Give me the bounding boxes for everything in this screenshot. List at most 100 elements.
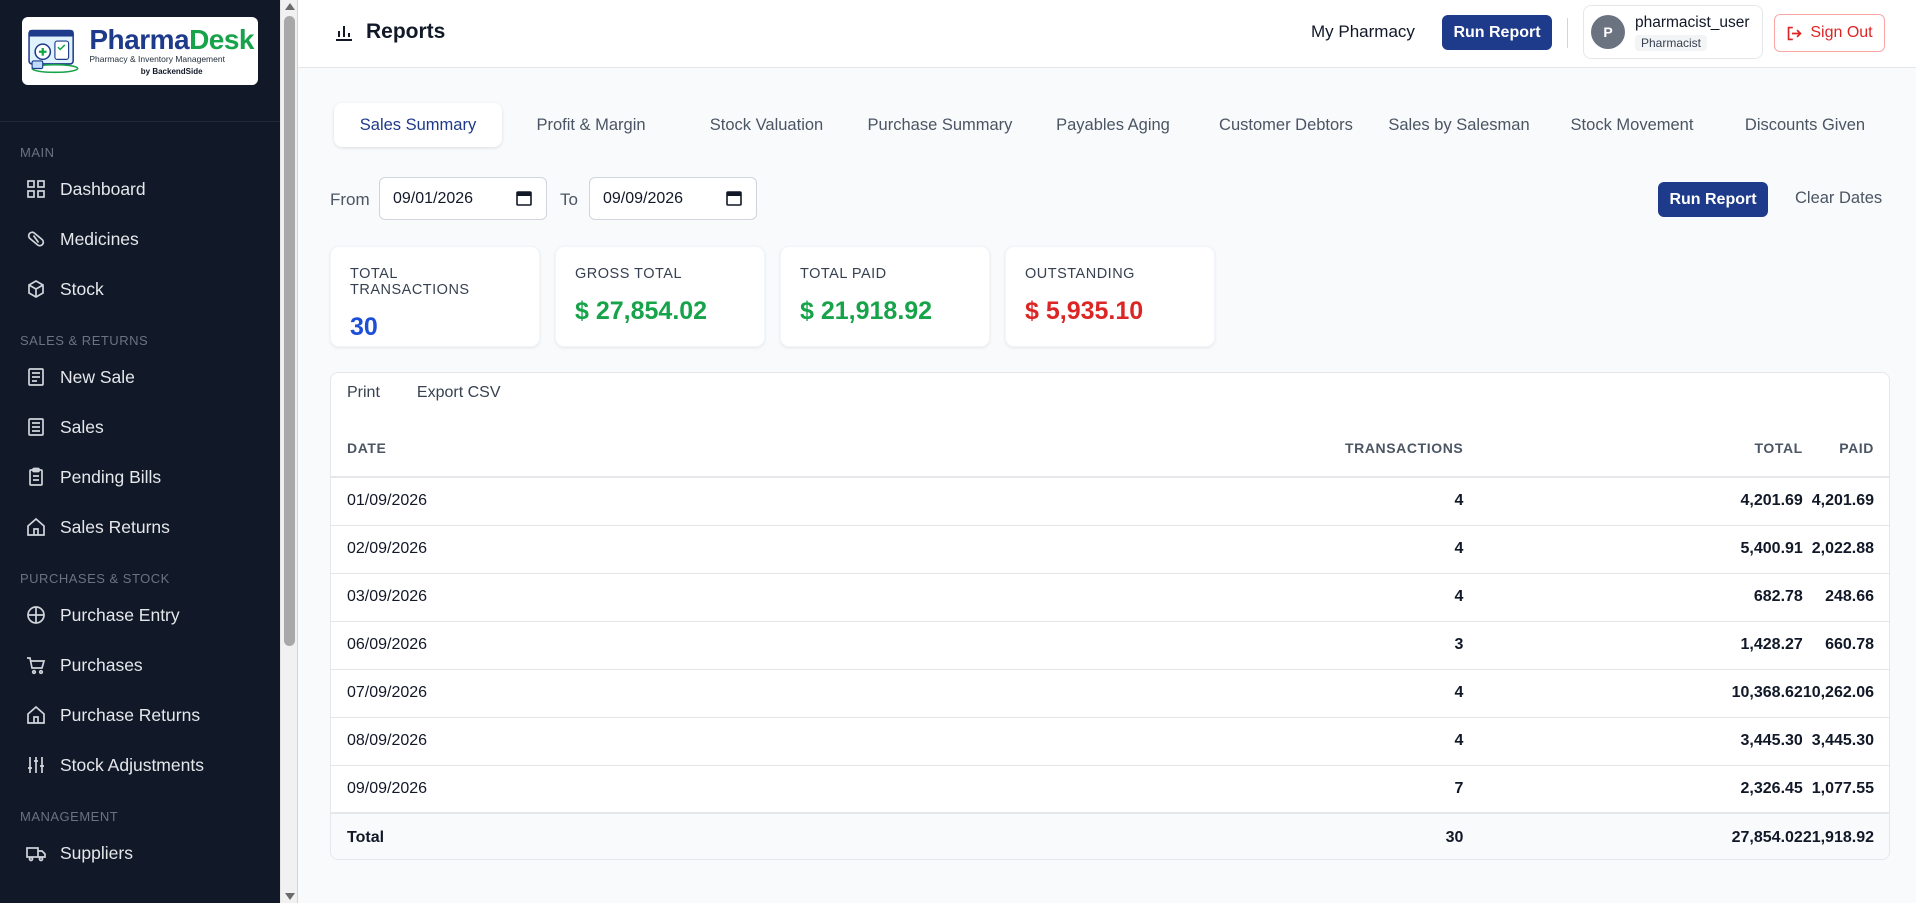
logo-subtitle: Pharmacy & Inventory Management: [89, 54, 225, 64]
cell-date: 06/09/2026: [331, 621, 911, 670]
scroll-down-arrow-icon[interactable]: [285, 893, 295, 900]
sign-out-button[interactable]: Sign Out: [1774, 14, 1885, 52]
stat-value: $ 27,854.02: [575, 297, 708, 325]
from-label: From: [330, 190, 370, 209]
clipboard-icon: [26, 467, 46, 487]
sales-summary-table: DATE TRANSACTIONS TOTAL PAID 01/09/2026 …: [331, 420, 1889, 859]
cell-date: 07/09/2026: [331, 669, 911, 718]
column-header-total[interactable]: TOTAL: [1463, 420, 1803, 478]
clear-dates-button[interactable]: Clear Dates: [1795, 189, 1883, 207]
home-icon: [26, 517, 46, 537]
column-header-date[interactable]: DATE: [331, 420, 911, 478]
cell-total: 5,400.91: [1463, 525, 1803, 574]
total-paid: 21,918.92: [1802, 812, 1889, 859]
table-row: 03/09/2026 4 682.78 248.66: [331, 573, 1889, 622]
user-role-badge: Pharmacist: [1635, 34, 1708, 51]
print-button[interactable]: Print: [347, 384, 380, 401]
document-icon: [26, 417, 46, 437]
sidebar-item-stock[interactable]: Stock: [0, 264, 280, 314]
sidebar-item-label: Stock: [60, 278, 104, 299]
tab-profit-margin[interactable]: Profit & Margin: [536, 115, 646, 134]
sidebar-item-stock-adjustments[interactable]: Stock Adjustments: [0, 740, 280, 790]
sidebar-item-pending-bills[interactable]: Pending Bills: [0, 452, 280, 502]
stat-card-gross-total: GROSS TOTAL $ 27,854.02: [555, 246, 765, 347]
cell-total: 10,368.62: [1463, 669, 1803, 718]
sidebar-item-label: Pending Bills: [60, 466, 162, 487]
section-sales-returns: SALES & RETURNS: [20, 333, 149, 348]
calendar-icon[interactable]: [516, 190, 532, 206]
cell-total: 1,428.27: [1463, 621, 1803, 670]
sidebar-item-sales[interactable]: Sales: [0, 402, 280, 452]
stat-value: $ 5,935.10: [1025, 297, 1144, 325]
sidebar-item-suppliers[interactable]: Suppliers: [0, 828, 280, 878]
sidebar-item-purchases[interactable]: Purchases: [0, 640, 280, 690]
tab-discounts-given[interactable]: Discounts Given: [1744, 115, 1866, 134]
stat-value: $ 21,918.92: [800, 297, 933, 325]
sidebar-item-label: Suppliers: [60, 842, 133, 863]
cube-icon: [26, 279, 46, 299]
pharmacy-name[interactable]: My Pharmacy: [1311, 22, 1415, 41]
to-date-input[interactable]: 09/09/2026: [589, 177, 757, 220]
run-report-button[interactable]: Run Report: [1658, 182, 1768, 217]
tab-stock-valuation[interactable]: Stock Valuation: [709, 115, 824, 134]
sidebar-item-dashboard[interactable]: Dashboard: [0, 164, 280, 214]
top-header: Reports My Pharmacy Run Report P pharmac…: [298, 0, 1916, 68]
sidebar-item-label: Dashboard: [60, 178, 146, 199]
pill-icon: [26, 229, 46, 249]
plus-circle-icon: [26, 605, 46, 625]
total-amount: 27,854.02: [1463, 812, 1803, 859]
sidebar-item-label: Stock Adjustments: [60, 754, 204, 775]
cell-transactions: 3: [910, 621, 1464, 670]
sidebar-item-purchase-entry[interactable]: Purchase Entry: [0, 590, 280, 640]
sidebar-item-sales-returns[interactable]: Sales Returns: [0, 502, 280, 552]
stat-card-outstanding: OUTSTANDING $ 5,935.10: [1005, 246, 1215, 347]
pharmacy-logo-icon: [28, 29, 79, 74]
cell-paid: 2,022.88: [1802, 525, 1889, 574]
cell-transactions: 4: [910, 525, 1464, 574]
avatar: P: [1591, 15, 1625, 49]
user-name: pharmacist_user: [1635, 13, 1750, 31]
user-menu[interactable]: P pharmacist_user Pharmacist: [1583, 5, 1763, 59]
export-csv-button[interactable]: Export CSV: [416, 384, 501, 401]
from-date-value: 09/01/2026: [393, 189, 474, 207]
cell-date: 08/09/2026: [331, 717, 911, 766]
scrollbar-thumb[interactable]: [284, 16, 295, 646]
bar-chart-icon: [336, 26, 352, 41]
header-run-report-button[interactable]: Run Report: [1442, 15, 1552, 50]
sidebar-scrollbar[interactable]: [280, 0, 298, 903]
scroll-up-arrow-icon[interactable]: [285, 3, 295, 10]
sidebar-item-new-sale[interactable]: New Sale: [0, 352, 280, 402]
tab-sales-by-salesman[interactable]: Sales by Salesman: [1388, 115, 1530, 134]
page-title-text: Reports: [366, 20, 446, 43]
sidebar-item-label: Purchase Entry: [60, 604, 180, 625]
page-title: Reports: [334, 20, 445, 44]
tab-sales-summary[interactable]: Sales Summary: [334, 103, 502, 147]
total-label: Total: [331, 812, 911, 859]
sidebar-item-purchase-returns[interactable]: Purchase Returns: [0, 690, 280, 740]
calendar-icon[interactable]: [726, 190, 742, 206]
column-header-paid[interactable]: PAID: [1802, 420, 1889, 478]
cell-total: 2,326.45: [1463, 765, 1803, 814]
cell-transactions: 4: [910, 477, 1464, 526]
table-row: 06/09/2026 3 1,428.27 660.78: [331, 621, 1889, 670]
report-table-panel: Print Export CSV DATE TRANSACTIONS TOTAL…: [330, 372, 1890, 860]
section-main: MAIN: [20, 145, 55, 160]
from-date-input[interactable]: 09/01/2026: [379, 177, 547, 220]
tab-payables-aging[interactable]: Payables Aging: [1056, 115, 1170, 134]
stat-label: OUTSTANDING: [1025, 266, 1135, 282]
logo-title: PharmaDesk: [89, 24, 254, 55]
sidebar-item-label: Purchases: [60, 654, 143, 675]
stat-card-total-paid: TOTAL PAID $ 21,918.92: [780, 246, 990, 347]
cell-date: 02/09/2026: [331, 525, 911, 574]
tab-purchase-summary[interactable]: Purchase Summary: [867, 115, 1013, 134]
tab-customer-debtors[interactable]: Customer Debtors: [1219, 115, 1353, 134]
cell-paid: 1,077.55: [1802, 765, 1889, 814]
tab-stock-movement[interactable]: Stock Movement: [1570, 115, 1694, 134]
cell-paid: 660.78: [1802, 621, 1889, 670]
to-label: To: [560, 190, 578, 209]
column-header-transactions[interactable]: TRANSACTIONS: [910, 420, 1464, 478]
sidebar-item-medicines[interactable]: Medicines: [0, 214, 280, 264]
cell-date: 01/09/2026: [331, 477, 911, 526]
app-logo[interactable]: PharmaDesk Pharmacy & Inventory Manageme…: [22, 17, 258, 85]
report-tabs: Sales Summary Profit & Margin Stock Valu…: [334, 103, 1891, 147]
